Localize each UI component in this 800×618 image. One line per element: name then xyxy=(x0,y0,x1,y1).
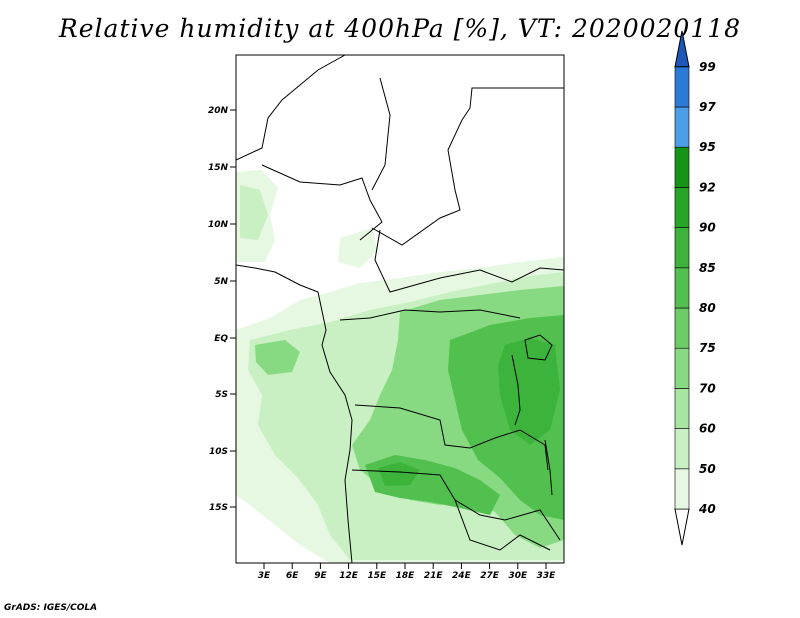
colorbar-label: 80 xyxy=(699,301,716,315)
lat-tick-label: 15N xyxy=(208,163,229,173)
border-sudan xyxy=(374,229,564,293)
colorbar-label: 85 xyxy=(699,261,716,275)
lon-tick-label: 9E xyxy=(314,571,327,581)
lake-malawi xyxy=(544,439,553,496)
map-frame xyxy=(235,54,565,564)
lat-tick-label: 5S xyxy=(215,390,228,400)
latitude-axis: 20N 15N 10N 5N EQ 5S 10S 15S xyxy=(208,106,236,513)
colorbar-segment xyxy=(674,66,690,108)
lat-tick-label: 10S xyxy=(209,447,228,457)
lon-tick-label: 27E xyxy=(480,571,500,581)
lake-victoria xyxy=(524,334,553,361)
border-drc xyxy=(354,404,549,471)
colorbar-label: 50 xyxy=(699,462,716,476)
lon-tick-label: 15E xyxy=(367,571,387,581)
lon-tick-label: 18E xyxy=(396,571,416,581)
colorbar-label: 95 xyxy=(699,140,716,154)
longitude-axis: 3E 6E 9E 12E 15E 18E 21E 24E 27E 30E 33E xyxy=(258,563,556,581)
colorbar-segment xyxy=(674,146,690,188)
border-libya xyxy=(371,77,391,191)
colorbar-segment xyxy=(674,106,690,148)
borders xyxy=(236,55,564,563)
colorbar-segment xyxy=(674,468,690,510)
colorbar-segment xyxy=(674,428,690,470)
lat-tick-label: 10N xyxy=(208,220,229,230)
border-chad xyxy=(371,87,564,246)
colorbar-label: 40 xyxy=(698,502,716,516)
colorbar-segment xyxy=(674,307,690,349)
colorbar-label: 75 xyxy=(699,341,716,355)
colorbar-label: 99 xyxy=(699,60,716,74)
lat-tick-label: EQ xyxy=(214,334,228,344)
lon-tick-label: 21E xyxy=(424,571,444,581)
lon-tick-label: 3E xyxy=(258,571,271,581)
border-angola xyxy=(351,469,561,541)
lake-tanganyika xyxy=(511,354,521,426)
colorbar-label: 60 xyxy=(699,422,716,436)
colorbar-label: 70 xyxy=(699,381,716,395)
lon-tick-label: 30E xyxy=(508,571,528,581)
credit-label: GrADS: IGES/COLA xyxy=(4,603,98,613)
colorbar: 40 50 60 70 75 80 85 90 92 95 97 99 xyxy=(674,30,716,546)
coastline xyxy=(236,264,353,563)
colorbar-segment xyxy=(674,227,690,269)
lon-tick-label: 24E xyxy=(452,571,472,581)
colorbar-segment xyxy=(674,187,690,228)
lon-tick-label: 12E xyxy=(339,571,359,581)
colorbar-label: 92 xyxy=(699,180,716,194)
lon-tick-label: 6E xyxy=(286,571,299,581)
border-north xyxy=(236,55,346,161)
lat-tick-label: 20N xyxy=(208,106,229,116)
border-car xyxy=(339,309,521,321)
lat-tick-label: 5N xyxy=(214,277,228,287)
colorbar-segment xyxy=(674,347,690,389)
colorbar-label: 97 xyxy=(699,100,716,114)
map-title: Relative humidity at 400hPa [%], VT: 202… xyxy=(58,14,742,43)
lat-tick-label: 15S xyxy=(209,503,228,513)
colorbar-max-arrow xyxy=(674,30,690,68)
colorbar-segment xyxy=(674,388,690,429)
border-zambia xyxy=(454,499,551,551)
colorbar-min-arrow xyxy=(674,508,690,546)
colorbar-segment xyxy=(674,267,690,309)
lon-tick-label: 33E xyxy=(537,571,557,581)
colorbar-label: 90 xyxy=(699,221,716,235)
border-niger xyxy=(261,164,383,241)
